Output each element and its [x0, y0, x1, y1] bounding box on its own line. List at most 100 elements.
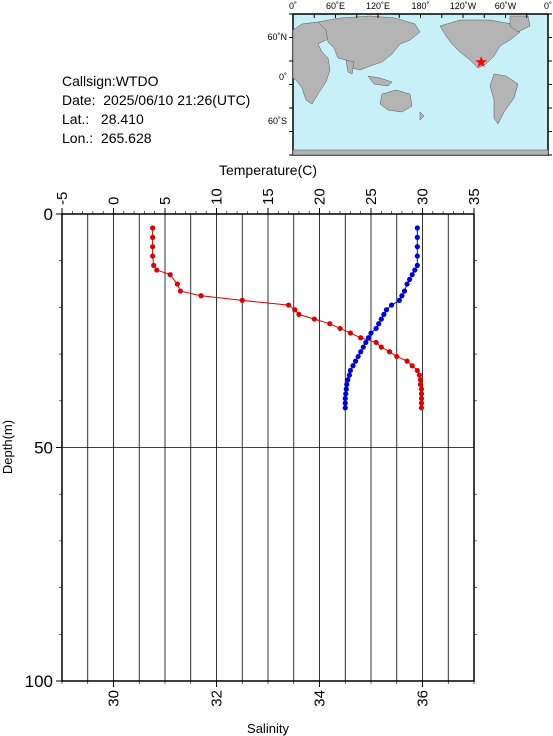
temperature-point [292, 307, 298, 313]
salinity-point [412, 267, 418, 273]
map-lat-label: 60˚N [267, 32, 287, 42]
date-row: Date: 2025/06/10 21:26(UTC) [62, 91, 250, 110]
depth-tick-label: 100 [25, 672, 53, 691]
salinity-point [368, 330, 374, 336]
temperature-point [378, 344, 384, 350]
temperature-point [150, 234, 156, 240]
land-north-america [439, 19, 521, 69]
temperature-point [198, 293, 204, 299]
temperature-point [358, 335, 364, 341]
salinity-point [389, 302, 395, 308]
map-left-labels: 60˚N 0˚ 60˚S [267, 32, 287, 126]
lat-label: Lat.: [62, 111, 90, 127]
temperature-point [311, 316, 317, 322]
chart-grid [62, 214, 474, 681]
callsign-label: Callsign: [62, 73, 116, 89]
land-greenland [509, 15, 531, 33]
temperature-point [417, 377, 424, 383]
temperature-point [417, 381, 424, 388]
star-icon [475, 56, 487, 68]
land-india [345, 59, 355, 75]
salinity-point [346, 372, 352, 378]
lon-label: Lon.: [62, 130, 94, 146]
salinity-point [396, 297, 402, 303]
salinity-tick-label: 34 [312, 690, 329, 707]
salinity-point [355, 353, 361, 360]
salinity-point [363, 339, 369, 346]
temperature-point [418, 395, 425, 402]
temperature-point [418, 400, 425, 406]
salinity-point [365, 335, 372, 341]
temperature-point [418, 391, 425, 397]
map-ticks [289, 13, 552, 156]
lat-value: 28.410 [100, 111, 144, 127]
depth-tick-label: 50 [34, 439, 53, 458]
map-land [292, 15, 549, 156]
temperature-point [386, 349, 393, 355]
map-lon-label: 120˚E [366, 1, 390, 11]
temperature-axis-title: Temperature(C) [219, 162, 317, 178]
salinity-point [414, 234, 420, 240]
map-lon-label: 60˚E [326, 1, 345, 11]
depth-axis-title: Depth(m) [0, 420, 15, 474]
temperature-tick-label: 0 [106, 197, 123, 205]
temperature-point [337, 325, 343, 332]
land-asia [317, 15, 421, 71]
temperature-tick-label: 15 [260, 188, 277, 205]
map-lon-label: 120˚W [450, 1, 477, 11]
land-new-zealand [419, 111, 425, 121]
callsign-value: WTDO [115, 73, 159, 89]
temperature-tick-label: 30 [415, 188, 432, 205]
location-map: 0˚ 60˚E 120˚E 180˚ 120˚W 60˚W 0˚ 60˚N 0˚ 60˚S [267, 1, 552, 156]
temperature-point [394, 353, 400, 360]
station-info: Callsign:WTDO Date: 2025/06/10 21:26(UTC… [62, 72, 250, 148]
salinity-axis: 30 32 34 36 [61, 681, 475, 707]
land-south-america [489, 73, 519, 125]
temperature-point [154, 267, 160, 273]
date-value: 2025/06/10 21:26(UTC) [103, 92, 251, 108]
salinity-point [414, 262, 420, 268]
callsign-row: Callsign:WTDO [62, 72, 250, 91]
temperature-point [373, 339, 379, 346]
salinity-axis-title: Salinity [247, 721, 289, 736]
salinity-point [404, 281, 410, 287]
salinity-tick-label: 32 [209, 690, 226, 707]
temperature-point [418, 386, 425, 392]
salinity-point [376, 321, 382, 327]
temperature-point [286, 302, 292, 308]
lat-row: Lat.: 28.410 [62, 110, 250, 129]
date-label: Date: [62, 92, 96, 108]
lon-value: 265.628 [100, 130, 152, 146]
map-lon-label: 60˚W [495, 1, 517, 11]
salinity-point [383, 307, 390, 313]
map-lon-label: 180˚ [411, 1, 429, 11]
map-top-labels: 0˚ 60˚E 120˚E 180˚ 120˚W 60˚W 0˚ [289, 1, 552, 11]
salinity-tick-label: 30 [106, 690, 123, 707]
temperature-point [409, 363, 415, 369]
salinity-point [344, 381, 350, 388]
temperature-point [416, 372, 423, 378]
salinity-tick-label: 36 [415, 690, 432, 707]
land-indonesia [367, 75, 393, 87]
temperature-tick-label: 5 [157, 197, 174, 205]
salinity-point [414, 253, 420, 259]
map-lat-label: 60˚S [268, 116, 287, 126]
temperature-tick-label: 35 [466, 188, 483, 205]
temperature-point [150, 253, 156, 259]
temperature-point [167, 272, 173, 278]
temperature-point [174, 281, 180, 287]
salinity-point [350, 363, 356, 369]
temperature-tick-label: 25 [363, 188, 380, 205]
temperature-point [150, 244, 156, 250]
salinity-point [409, 272, 415, 278]
salinity-point [347, 367, 353, 374]
salinity-point [373, 325, 379, 332]
salinity-point [381, 311, 387, 318]
temperature-point [296, 311, 302, 318]
salinity-point [352, 358, 359, 364]
salinity-point [360, 344, 366, 350]
salinity-point [399, 293, 405, 299]
lon-row: Lon.: 265.628 [62, 129, 250, 148]
salinity-point [343, 391, 349, 397]
temperature-point [239, 297, 245, 303]
